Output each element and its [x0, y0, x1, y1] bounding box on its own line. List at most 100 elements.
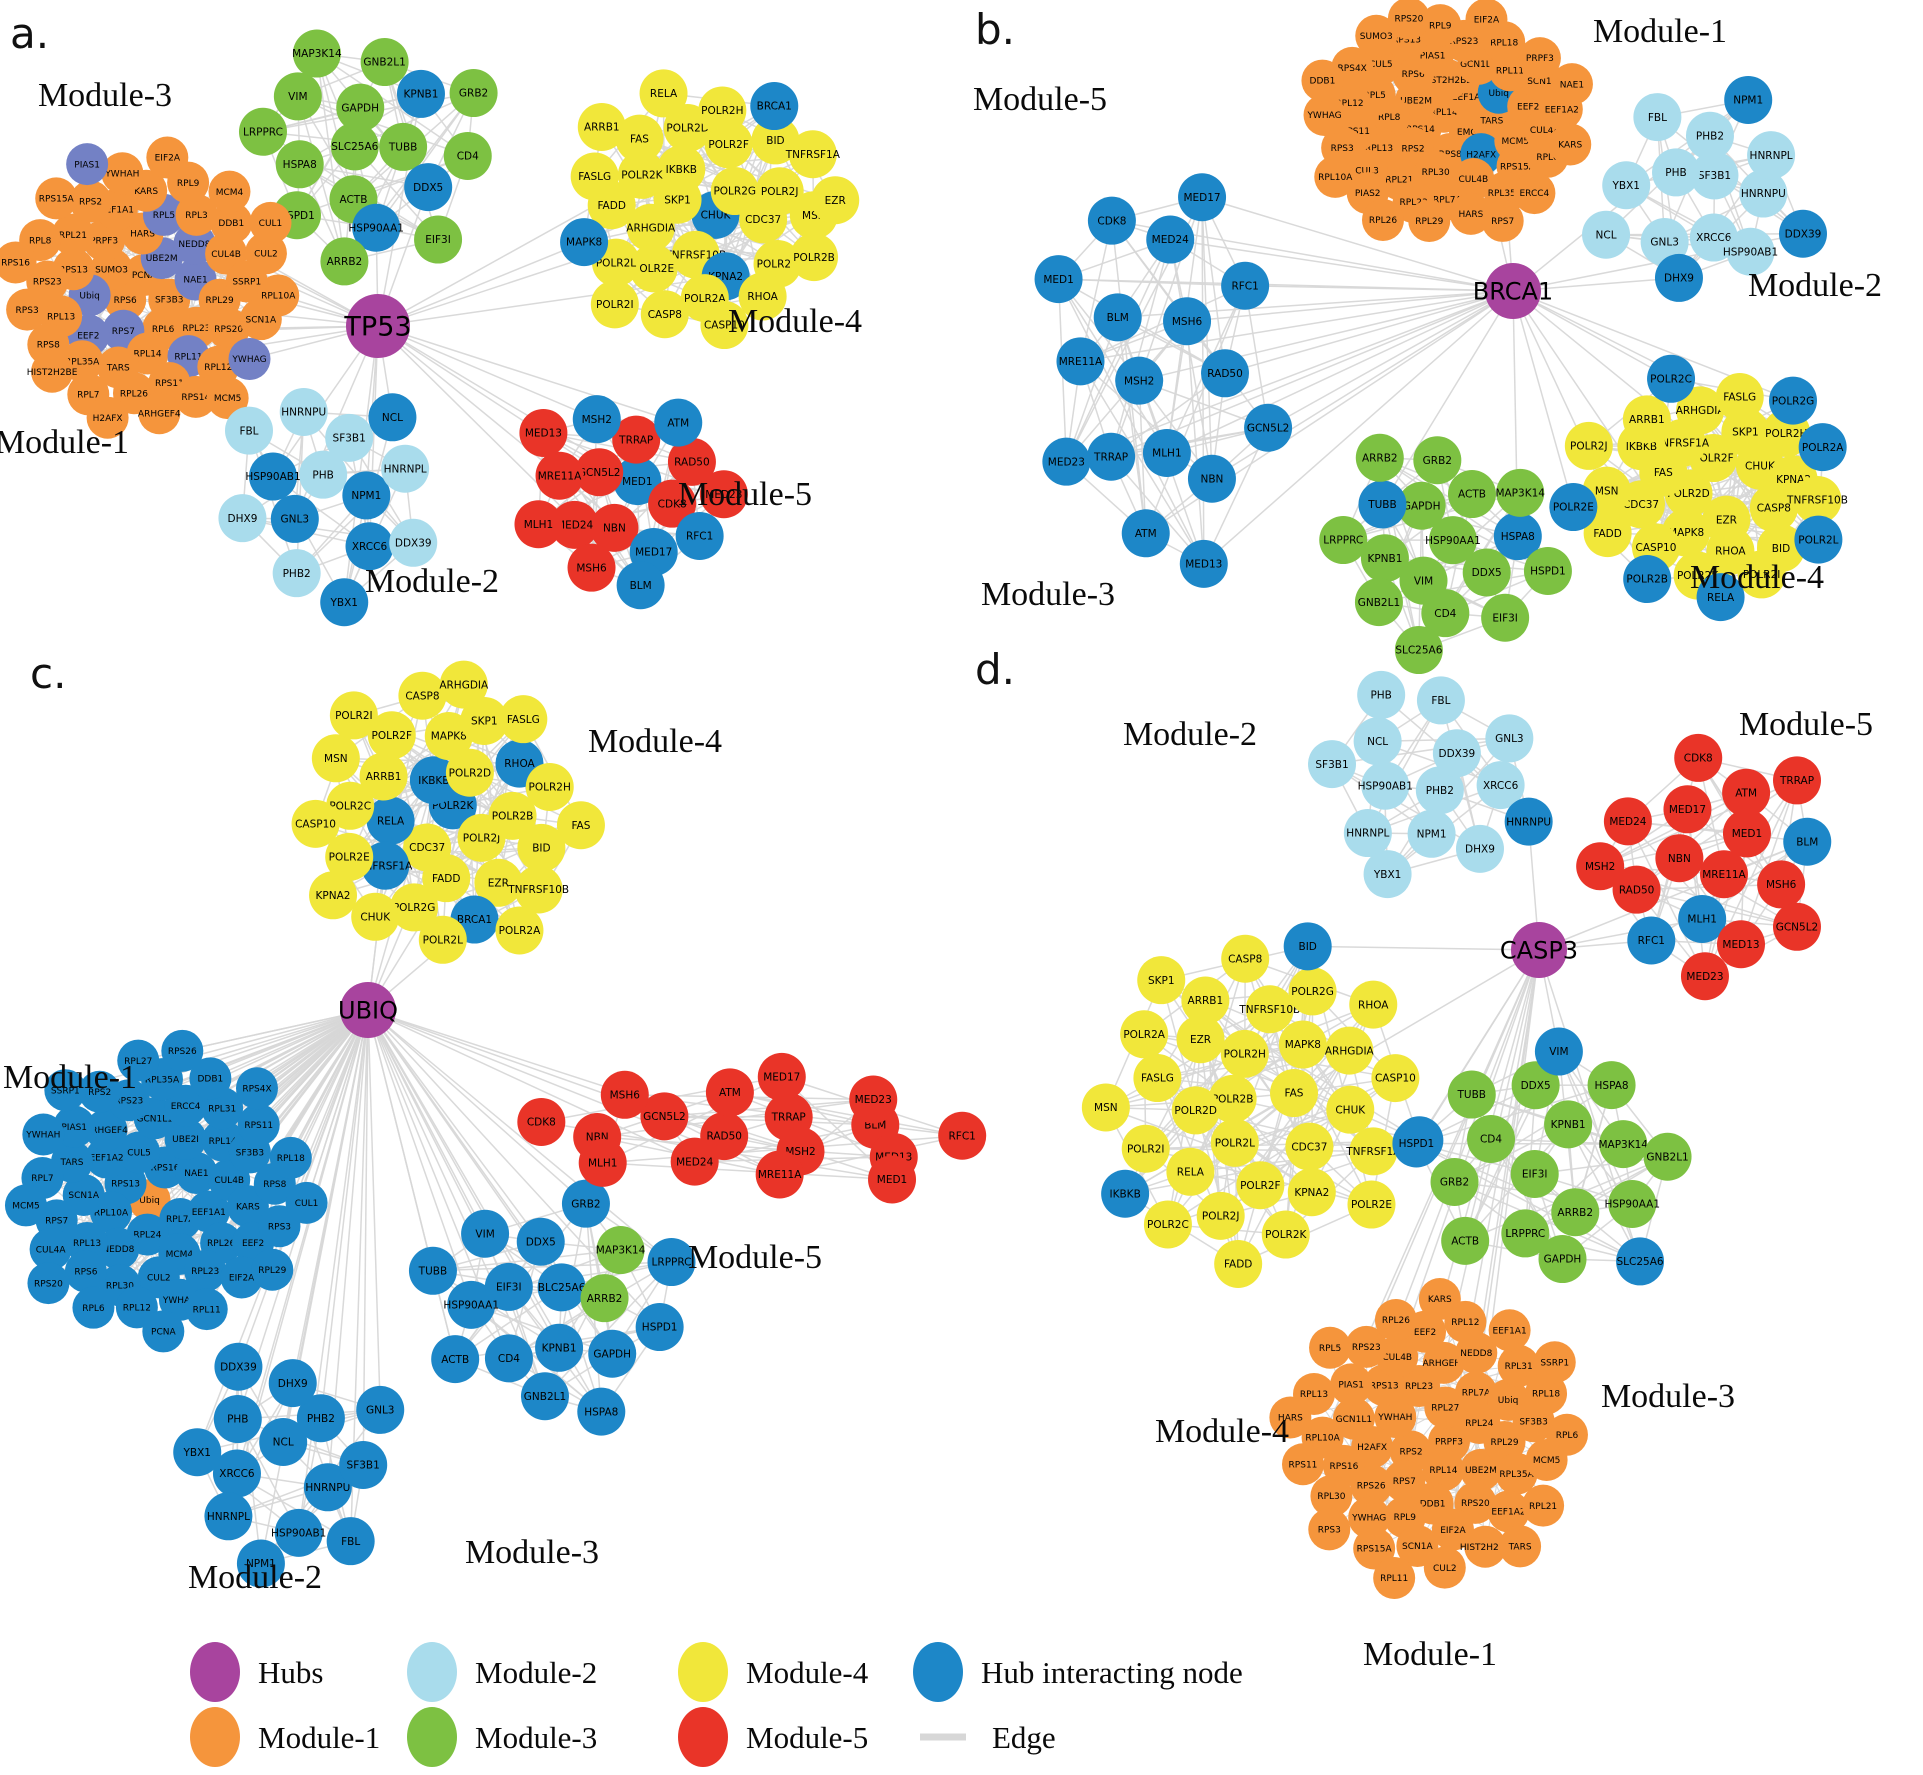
network-node-RELA: [1696, 573, 1745, 622]
network-node-LRPPRC: [1319, 516, 1368, 565]
node-label-RFC1: RFC1: [949, 1130, 976, 1142]
network-node-XRCC6: [212, 1449, 261, 1498]
module-label-a-Module-3: Module-3: [38, 77, 172, 114]
panel-letter-a: a.: [10, 9, 49, 58]
node-label-RPL24: RPL24: [133, 1231, 161, 1241]
node-label-RHOA: RHOA: [504, 758, 535, 770]
network-edge: [1599, 792, 1747, 867]
network-node-MSN: [1081, 1083, 1130, 1132]
node-label-MED17: MED17: [1183, 192, 1220, 204]
node-label-HNRNPL: HNRNPL: [1346, 828, 1389, 840]
node-label-MED23: MED23: [705, 489, 742, 501]
node-label-NPM1: NPM1: [1417, 828, 1447, 840]
network-node-ARRB2: [580, 1274, 629, 1323]
hub-node-BRCA1: [1485, 263, 1541, 319]
node-label-NPM1: NPM1: [246, 1558, 276, 1570]
legend-swatch-module-3: [407, 1707, 457, 1767]
network-node-ARHGEF4: [85, 1108, 128, 1151]
network-node-GCN5L2: [1772, 902, 1821, 951]
network-node-FADD: [422, 854, 471, 903]
node-label-CDK8: CDK8: [527, 1117, 556, 1129]
network-node-RPL26: [1374, 1299, 1417, 1342]
hub-edge: [1080, 290, 1514, 363]
network-node-IKBKB: [409, 756, 458, 805]
network-edge: [432, 1270, 560, 1349]
node-label-DDX39: DDX39: [220, 1361, 257, 1373]
node-label-POLR2J: POLR2J: [1202, 1211, 1240, 1223]
node-label-BRCA1: BRCA1: [457, 914, 492, 926]
node-label-POLR2H: POLR2H: [701, 105, 743, 117]
node-label-POLR2C: POLR2C: [1650, 373, 1692, 385]
node-label-VIM: VIM: [1414, 575, 1433, 587]
node-label-HNRNPU: HNRNPU: [281, 407, 326, 419]
node-label-RPS6: RPS6: [74, 1268, 97, 1278]
network-node-HARS: [1269, 1396, 1312, 1439]
hub-edge: [367, 1009, 381, 1410]
node-label-RPL7A: RPL7A: [166, 1215, 195, 1225]
node-label-UBE2M: UBE2M: [1465, 1466, 1497, 1476]
legend-label-hub-interacting-node: Hub interacting node: [981, 1655, 1243, 1690]
network-node-RPS7: [1481, 199, 1524, 242]
node-label-HSP90AA1: HSP90AA1: [348, 222, 404, 234]
network-node-GRB2: [1413, 436, 1462, 485]
node-label-POLR2C: POLR2C: [329, 800, 371, 812]
node-label-CDC37: CDC37: [1291, 1141, 1327, 1153]
network-node-RPL18: [269, 1136, 312, 1179]
network-node-POLR2L: [418, 915, 467, 964]
network-node-MSH2: [1576, 842, 1625, 891]
network-node-POLR2F: [1236, 1161, 1285, 1210]
node-label-POLR2L: POLR2L: [423, 934, 463, 946]
node-label-MCM4: MCM4: [166, 1250, 194, 1260]
node-label-ATM: ATM: [1735, 787, 1757, 799]
node-label-POLR2L: POLR2L: [1215, 1137, 1255, 1149]
network-node-POLR2D: [1171, 1086, 1220, 1135]
panel-a: SLC25A6 TUBB ACTB GAPDH DDX5 HSPA8 KPNB1 HSP90A…: [0, 29, 860, 627]
network-node-NBN: [590, 503, 639, 552]
network-node-MED17: [757, 1052, 806, 1101]
node-label-SCN1A: SCN1A: [1402, 1542, 1433, 1552]
network-node-RPL23: [184, 1249, 227, 1292]
node-label-MSH6: MSH6: [1172, 316, 1203, 328]
hub-edge: [1203, 290, 1514, 565]
node-label-RPL6: RPL6: [1556, 1431, 1579, 1441]
node-label-LRPPRC: LRPPRC: [652, 1257, 692, 1269]
node-label-YWHAG: YWHAG: [1351, 1514, 1386, 1524]
node-label-MAPK8: MAPK8: [1285, 1039, 1321, 1051]
node-label-LRPPRC: LRPPRC: [243, 126, 283, 138]
node-label-RPL11: RPL11: [1496, 66, 1524, 76]
network-node-ARRB2: [1551, 1188, 1600, 1237]
module-label-d-Module-4: Module-4: [1155, 1413, 1289, 1450]
node-label-PIAS1: PIAS1: [1338, 1381, 1364, 1391]
node-label-MLH1: MLH1: [588, 1158, 618, 1170]
node-label-EIF3I: EIF3I: [1492, 612, 1518, 624]
network-node-FADD: [1583, 509, 1632, 558]
network-node-YWHAH: [1374, 1396, 1417, 1439]
node-label-TUBB: TUBB: [418, 1265, 448, 1277]
node-label-EIF3I: EIF3I: [496, 1282, 522, 1294]
network-node-SLC25A6: [1394, 626, 1443, 675]
node-label-MED24: MED24: [1152, 234, 1189, 246]
node-label-ARHGEF4: ARHGEF4: [1422, 1359, 1465, 1369]
node-label-POLR2A: POLR2A: [684, 293, 726, 305]
node-label-TNFRSF1A: TNFRSF1A: [1654, 438, 1710, 450]
node-label-RPS20: RPS20: [1394, 15, 1423, 25]
hub-edge: [1538, 841, 1808, 951]
network-node-FADD: [1214, 1239, 1263, 1288]
node-label-EEF1A2: EEF1A2: [1545, 105, 1579, 115]
node-label-TUBB: TUBB: [1457, 1089, 1487, 1101]
network-node-TNFRSF1A: [788, 130, 837, 179]
node-label-PHB: PHB: [1665, 167, 1686, 179]
node-label-ARRB1: ARRB1: [1629, 414, 1665, 426]
network-node-POLR2H: [1220, 1029, 1269, 1078]
hub-edge: [320, 1009, 369, 1419]
network-node-DHX9: [218, 494, 267, 543]
node-label-TARS: TARS: [1479, 117, 1503, 127]
node-label-RPS3: RPS3: [268, 1222, 291, 1232]
network-node-DDX5: [404, 163, 453, 212]
panel-letter-d: d.: [975, 645, 1015, 694]
node-label-GRB2: GRB2: [459, 88, 488, 100]
network-node-GRB2: [1430, 1157, 1479, 1206]
network-node-YBX1: [1602, 161, 1651, 210]
network-node-ATM: [1121, 509, 1170, 558]
